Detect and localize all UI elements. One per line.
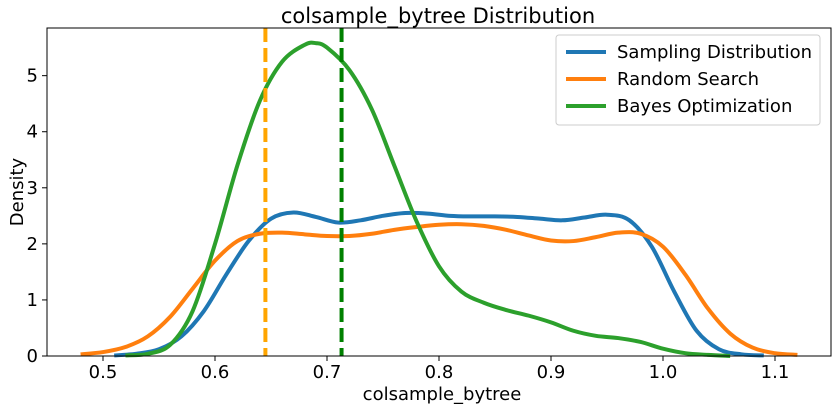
y-axis-ticks: 0 1 2 3 4 5 (27, 66, 47, 367)
y-tick-label: 5 (27, 66, 38, 87)
legend-label: Random Search (617, 69, 759, 90)
legend-label: Bayes Optimization (617, 96, 792, 117)
series-line-2 (80, 222, 798, 357)
x-axis-ticks: 0.5 0.6 0.7 0.8 0.9 1.0 1.1 (89, 356, 790, 383)
x-tick-label: 1.0 (649, 362, 678, 383)
y-tick-label: 1 (27, 290, 38, 311)
y-axis-label: Density (7, 157, 28, 226)
y-tick-label: 3 (27, 178, 38, 199)
x-tick-label: 1.1 (761, 362, 790, 383)
legend: Sampling Distribution Random Search Bayes … (555, 34, 821, 126)
reference-lines (263, 28, 344, 356)
chart-title: colsample_bytree Distribution (281, 4, 595, 29)
x-tick-label: 0.7 (313, 362, 342, 383)
x-tick-label: 0.5 (89, 362, 118, 383)
x-tick-label: 0.6 (201, 362, 230, 383)
series-line-1 (114, 210, 764, 358)
y-tick-label: 2 (27, 234, 38, 255)
x-tick-label: 0.8 (425, 362, 454, 383)
x-axis-label: colsample_bytree (363, 384, 522, 405)
y-tick-label: 0 (27, 346, 38, 367)
series-line-3 (125, 40, 731, 358)
plot-lines (80, 40, 798, 358)
legend-label: Sampling Distribution (617, 42, 812, 63)
y-tick-label: 4 (27, 122, 38, 143)
legend-box (555, 34, 821, 126)
x-tick-label: 0.9 (537, 362, 566, 383)
